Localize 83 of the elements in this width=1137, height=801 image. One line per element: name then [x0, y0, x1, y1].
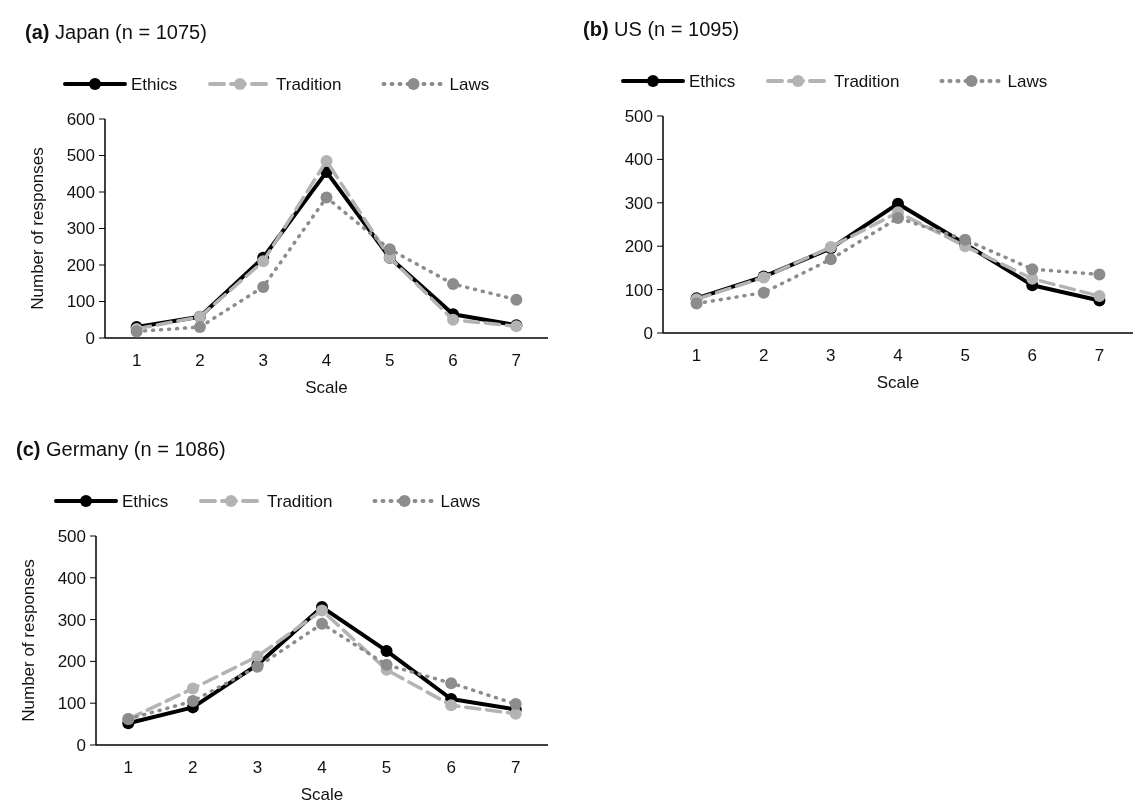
- y-tick-label: 0: [76, 735, 86, 755]
- legend-label: Ethics: [689, 71, 736, 91]
- x-tick-label: 4: [317, 758, 327, 777]
- point: [959, 233, 972, 246]
- legend-label: Tradition: [834, 71, 900, 91]
- x-tick-label: 3: [826, 346, 836, 365]
- point: [186, 695, 199, 708]
- x-tick-label: 4: [321, 351, 332, 370]
- y-tick-label: 0: [643, 323, 653, 343]
- point: [445, 699, 458, 712]
- x-tick-label: 5: [960, 346, 970, 365]
- point: [320, 191, 333, 204]
- y-tick-label: 100: [66, 292, 95, 312]
- point: [316, 617, 328, 630]
- y-tick-label: 200: [624, 237, 653, 257]
- x-tick-label: 7: [510, 758, 521, 777]
- y-tick-label: 300: [57, 610, 86, 630]
- x-tick-label: 1: [691, 346, 702, 365]
- y-axis-title: Number of responses: [19, 559, 38, 722]
- point: [824, 253, 837, 266]
- y-tick-label: 100: [624, 280, 653, 300]
- y-tick-label: 100: [57, 694, 86, 714]
- x-axis-title: Scale: [876, 373, 920, 392]
- y-tick-label: 300: [624, 193, 653, 213]
- x-tick-label: 7: [511, 351, 522, 370]
- x-tick-label: 2: [195, 351, 205, 370]
- x-tick-label: 1: [123, 758, 134, 777]
- y-tick-label: 500: [624, 106, 653, 126]
- point: [690, 297, 703, 310]
- point: [509, 698, 522, 711]
- y-tick-label: 400: [66, 182, 95, 202]
- x-tick-label: 3: [258, 351, 268, 370]
- point: [383, 243, 396, 256]
- y-tick-label: 500: [66, 146, 95, 166]
- legend-label: Ethics: [131, 74, 178, 94]
- point: [510, 293, 523, 306]
- x-tick-label: 6: [448, 351, 458, 370]
- legend-label: Laws: [440, 491, 481, 511]
- point: [892, 211, 904, 224]
- point: [447, 277, 460, 290]
- chart-title: (c) Germany (n = 1086): [16, 438, 226, 460]
- x-tick-label: 5: [385, 351, 395, 370]
- y-tick-label: 200: [57, 652, 86, 672]
- point: [251, 650, 264, 663]
- x-tick-label: 2: [758, 346, 769, 365]
- y-tick-label: 0: [85, 328, 95, 348]
- legend-label: Tradition: [267, 491, 333, 511]
- point: [257, 280, 270, 293]
- point: [380, 644, 393, 657]
- x-tick-label: 5: [381, 758, 392, 777]
- x-tick-label: 1: [131, 351, 142, 370]
- chart-title: (b) US (n = 1095): [583, 18, 740, 40]
- x-tick-label: 4: [893, 346, 903, 365]
- point: [1026, 263, 1039, 276]
- point: [380, 658, 393, 671]
- legend-label: Tradition: [276, 74, 342, 94]
- point: [1093, 268, 1106, 281]
- x-tick-label: 3: [252, 758, 263, 777]
- x-tick-label: 7: [1094, 346, 1105, 365]
- y-tick-label: 400: [57, 568, 86, 588]
- x-tick-label: 6: [446, 758, 456, 777]
- point: [186, 682, 199, 695]
- y-tick-label: 300: [66, 219, 95, 239]
- y-tick-label: 500: [57, 526, 86, 546]
- point: [1093, 290, 1106, 303]
- legend-label: Ethics: [122, 491, 169, 511]
- point: [257, 255, 270, 268]
- point: [447, 313, 460, 326]
- x-tick-label: 2: [188, 758, 198, 777]
- point: [193, 321, 206, 334]
- x-axis-title: Scale: [305, 378, 348, 397]
- x-axis-title: Scale: [300, 785, 344, 801]
- legend-label: Laws: [1007, 71, 1048, 91]
- point: [445, 677, 458, 690]
- y-tick-label: 400: [624, 150, 653, 170]
- y-tick-label: 600: [66, 109, 95, 129]
- y-axis-title: Number of responses: [28, 147, 47, 310]
- x-tick-label: 6: [1027, 346, 1038, 365]
- chart-title: (a) Japan (n = 1075): [25, 21, 207, 43]
- legend-label: Laws: [449, 74, 490, 94]
- point: [757, 286, 770, 299]
- y-tick-label: 200: [66, 255, 95, 275]
- point: [320, 154, 333, 167]
